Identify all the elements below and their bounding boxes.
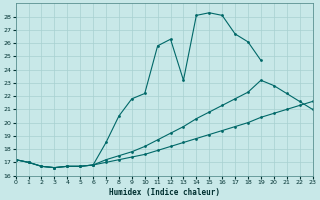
X-axis label: Humidex (Indice chaleur): Humidex (Indice chaleur) xyxy=(108,188,220,197)
